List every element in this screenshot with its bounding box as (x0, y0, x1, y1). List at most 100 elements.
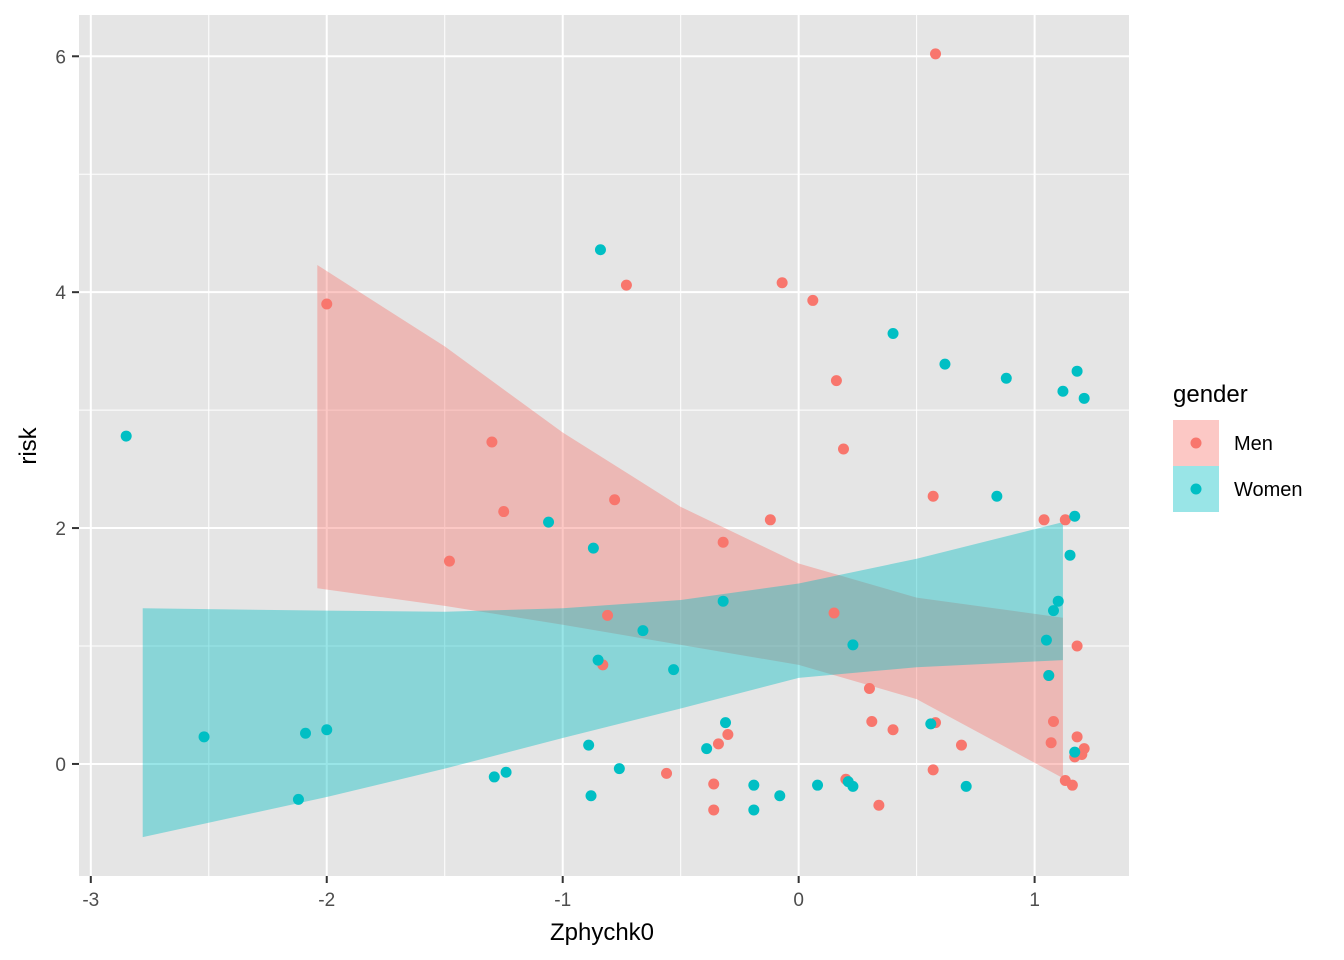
point-women (321, 724, 333, 736)
y-tick-label: 0 (55, 755, 66, 776)
point-women (637, 625, 649, 637)
legend-title: gender (1173, 381, 1248, 408)
point-men (321, 298, 333, 310)
point-women (887, 327, 899, 339)
x-tick-label: 0 (793, 890, 804, 911)
point-men (661, 767, 673, 779)
x-tick-label: 1 (1029, 890, 1040, 911)
legend-dot-men (1190, 437, 1202, 449)
point-men (620, 279, 632, 291)
point-women (585, 790, 597, 802)
point-men (1038, 514, 1050, 526)
point-men (863, 682, 875, 694)
point-women (991, 490, 1003, 502)
x-axis-title: Zphychk0 (550, 919, 654, 946)
point-women (1078, 392, 1090, 404)
point-men (717, 536, 729, 548)
point-women (774, 790, 786, 802)
point-women (1069, 746, 1081, 758)
y-tick-label: 2 (55, 519, 66, 540)
point-men (955, 739, 967, 751)
point-women (1052, 595, 1064, 607)
point-women (1043, 669, 1055, 681)
point-women (292, 793, 304, 805)
point-women (1069, 510, 1081, 522)
point-men (927, 490, 939, 502)
point-women (717, 595, 729, 607)
point-men (708, 804, 720, 816)
point-men (776, 277, 788, 289)
point-men (498, 506, 510, 518)
point-women (120, 430, 132, 442)
point-women (592, 654, 604, 666)
point-women (960, 780, 972, 792)
legend-label-men: Men (1234, 433, 1273, 455)
point-men (486, 436, 498, 448)
minor-gridlines (79, 15, 1129, 876)
point-women (1000, 372, 1012, 384)
point-men (1066, 779, 1078, 791)
point-women (543, 516, 555, 528)
point-men (609, 494, 621, 506)
point-women (613, 763, 625, 775)
point-men (887, 724, 899, 736)
point-women (847, 780, 859, 792)
confidence-ribbons (142, 265, 1063, 838)
point-women (812, 779, 824, 791)
legend-label-women: Women (1234, 479, 1303, 501)
point-women (748, 804, 760, 816)
y-axis-title: risk (15, 426, 42, 464)
x-tick-label: -3 (82, 890, 99, 911)
point-men (873, 799, 885, 811)
legend: gender Men Women (1173, 381, 1303, 512)
point-men (866, 715, 878, 727)
point-women (939, 358, 951, 370)
point-men (828, 607, 840, 619)
point-women (668, 664, 680, 676)
point-men (830, 375, 842, 387)
y-axis: 0 2 4 6 (55, 47, 79, 776)
point-men (1047, 715, 1059, 727)
point-men (764, 514, 776, 526)
point-men (1045, 737, 1057, 749)
x-tick-label: -2 (318, 890, 335, 911)
point-men (1059, 514, 1071, 526)
point-women (1057, 385, 1069, 397)
point-women (594, 244, 606, 256)
point-women (500, 766, 512, 778)
y-tick-label: 6 (55, 47, 66, 68)
point-men (927, 764, 939, 776)
point-women (847, 639, 859, 651)
x-axis: -3 -2 -1 0 1 (82, 876, 1040, 911)
point-men (1071, 731, 1083, 743)
major-gridlines (79, 15, 1129, 876)
point-men (708, 778, 720, 790)
ribbon-men (317, 265, 1063, 779)
x-tick-label: -1 (554, 890, 571, 911)
point-women (300, 727, 312, 739)
plot-panel (79, 15, 1129, 876)
point-women (198, 731, 210, 743)
point-men (602, 609, 614, 621)
point-women (701, 743, 713, 755)
legend-dot-women (1190, 483, 1202, 495)
point-women (1040, 634, 1052, 646)
point-women (587, 542, 599, 554)
point-men (443, 555, 455, 567)
point-women (1047, 605, 1059, 617)
ribbon-women (142, 522, 1063, 838)
point-men (722, 728, 734, 740)
data-points (120, 48, 1090, 816)
point-women (583, 739, 595, 751)
point-women (720, 717, 732, 729)
point-men (712, 738, 724, 750)
y-tick-label: 4 (55, 283, 66, 304)
point-women (1071, 365, 1083, 377)
point-men (807, 294, 819, 306)
point-women (748, 779, 760, 791)
point-men (837, 443, 849, 455)
point-women (488, 771, 500, 783)
point-men (1071, 640, 1083, 652)
point-women (1064, 549, 1076, 561)
